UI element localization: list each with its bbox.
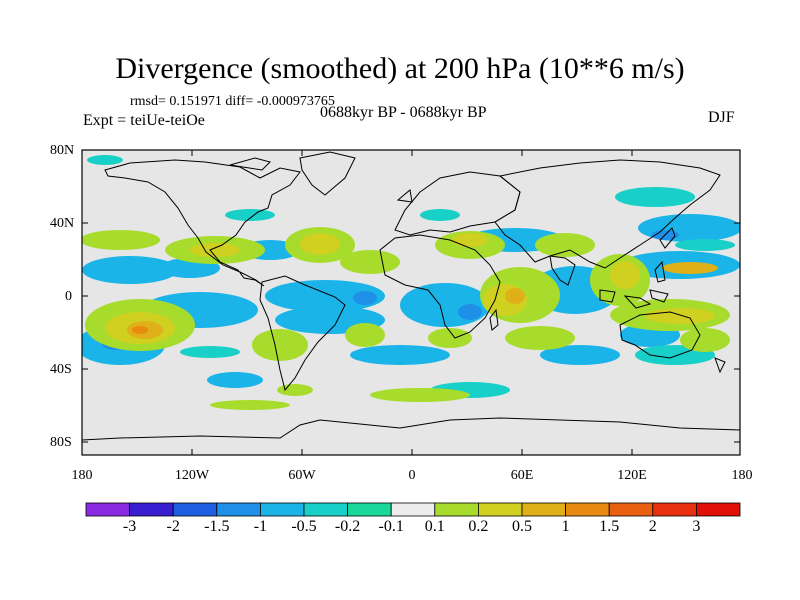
lon-label-120e: 120E xyxy=(617,468,647,483)
colorbar-label: -0.1 xyxy=(378,518,404,535)
colorbar-swatch xyxy=(129,502,174,517)
colorbar-label: 0.2 xyxy=(468,518,489,535)
colorbar-swatch xyxy=(85,502,130,517)
colorbar-swatch xyxy=(434,502,479,517)
colorbar-label: 1 xyxy=(561,518,570,535)
lon-label-180e: 180 xyxy=(731,468,753,483)
colorbar-label: 0.1 xyxy=(424,518,445,535)
period-label: 0688kyr BP - 0688kyr BP xyxy=(320,104,487,121)
colorbar-swatch xyxy=(521,502,566,517)
colorbar-label: -1.5 xyxy=(204,518,230,535)
axis-ticks xyxy=(82,149,740,455)
colorbar-label: -3 xyxy=(122,518,137,535)
colorbar-swatch xyxy=(477,502,523,517)
colorbar-label: -0.5 xyxy=(291,518,317,535)
colorbar-swatch xyxy=(259,502,305,517)
lon-label-0: 0 xyxy=(408,468,416,483)
lon-label-60e: 60E xyxy=(510,468,534,483)
colorbar-label: 2 xyxy=(648,518,657,535)
colorbar-swatch xyxy=(608,502,654,517)
map-frame xyxy=(81,149,741,456)
lon-label-60w: 60W xyxy=(288,468,316,483)
divergence-field xyxy=(82,155,740,410)
colorbar-label: -1 xyxy=(253,518,268,535)
colorbar-swatch xyxy=(216,502,261,517)
lat-label-40n: 40N xyxy=(50,216,75,231)
colorbar-swatch xyxy=(303,502,348,517)
lon-label-120w: 120W xyxy=(174,468,210,483)
colorbar-label: 1.5 xyxy=(599,518,620,535)
colorbar xyxy=(85,502,741,517)
colorbar-swatch xyxy=(390,502,436,517)
lat-label-80s: 80S xyxy=(50,435,72,450)
experiment-label: Expt = teiUe-teiOe xyxy=(83,112,205,129)
colorbar-label: 0.5 xyxy=(512,518,532,535)
colorbar-swatch xyxy=(347,502,392,517)
season-label: DJF xyxy=(708,109,735,126)
colorbar-swatch xyxy=(652,502,697,517)
colorbar-swatch xyxy=(172,502,218,517)
colorbar-swatch xyxy=(565,502,610,517)
lon-label-180w: 180 xyxy=(71,468,93,483)
colorbar-label: -2 xyxy=(166,518,180,535)
colorbar-swatch xyxy=(696,502,741,517)
colorbar-label: 3 xyxy=(692,518,701,535)
lat-label-80n: 80N xyxy=(50,143,75,158)
lat-label-0: 0 xyxy=(65,289,72,304)
colorbar-label: -0.2 xyxy=(334,518,361,535)
stats-label: rmsd= 0.151971 diff= -0.000973765 xyxy=(130,94,335,109)
map-title: Divergence (smoothed) at 200 hPa (10**6 … xyxy=(115,52,685,85)
lat-label-40s: 40S xyxy=(50,362,72,377)
coastlines xyxy=(82,151,740,441)
